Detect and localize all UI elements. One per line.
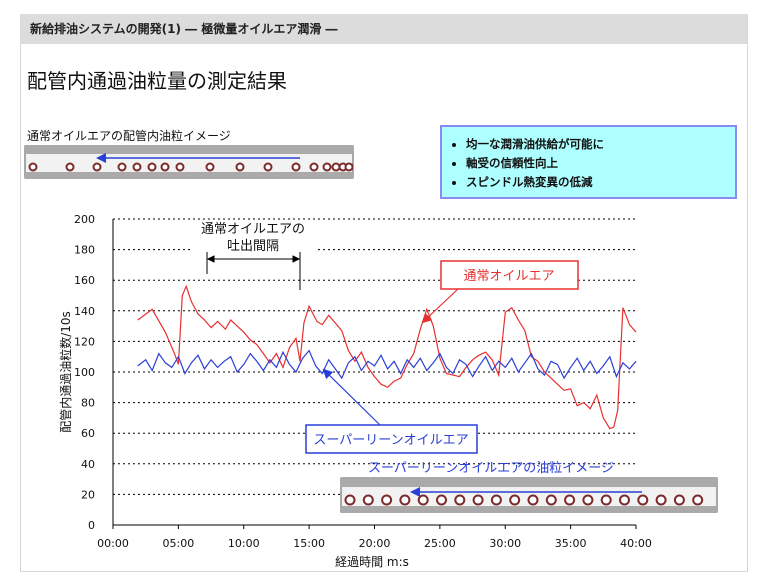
oil-droplet	[692, 494, 704, 506]
oil-droplet	[344, 494, 356, 506]
oil-droplet	[637, 494, 649, 506]
oil-droplet	[362, 494, 374, 506]
oil-droplet	[436, 494, 447, 506]
oil-droplet	[235, 162, 245, 172]
series-line-superlean	[137, 349, 637, 380]
callout-normal-label: 通常オイルエア	[463, 269, 554, 284]
series-line-normal	[137, 284, 637, 430]
callout-superlean-label: スーパーリーンオイルエア	[313, 433, 468, 448]
x-tick-label: 35:00	[555, 537, 587, 550]
oil-droplet	[344, 162, 354, 172]
y-tick-label: 160	[74, 274, 95, 287]
oil-droplet	[309, 162, 319, 172]
oil-droplet	[147, 162, 157, 172]
oil-droplet	[545, 494, 557, 506]
oil-droplet	[322, 162, 332, 172]
bottom-image-caption: スーパーリーンオイルエアの油粒イメージ	[368, 461, 614, 476]
oil-droplet	[399, 494, 411, 506]
benefit-item: 軸受の信頼性向上	[466, 154, 725, 173]
benefit-item: スピンドル熱変異の低減	[466, 173, 725, 192]
oil-droplet	[28, 162, 38, 172]
oil-droplet	[160, 162, 170, 172]
interval-annotation-line2: 吐出間隔	[227, 239, 279, 254]
y-tick-label: 80	[81, 397, 95, 410]
oil-droplet	[490, 494, 502, 506]
x-tick-label: 00:00	[97, 537, 129, 550]
header-title: 新給排油システムの開発(1) ― 極微量オイルエア潤滑 ―	[30, 22, 338, 36]
oil-droplet	[205, 162, 215, 172]
x-tick-label: 20:00	[359, 537, 391, 550]
oil-droplet	[92, 162, 102, 172]
oil-droplet	[619, 494, 630, 506]
benefit-item: 均一な潤滑油供給が可能に	[466, 135, 725, 154]
oil-droplet	[472, 494, 484, 506]
oil-droplet	[655, 494, 667, 506]
oil-droplet	[291, 162, 301, 172]
oil-droplet	[175, 162, 185, 172]
y-tick-label: 100	[74, 366, 95, 379]
bottom-pipe-image	[340, 477, 718, 513]
y-tick-label: 60	[81, 427, 95, 440]
y-tick-label: 180	[74, 244, 95, 257]
oil-droplet	[509, 494, 521, 506]
x-tick-label: 25:00	[424, 537, 456, 550]
benefit-box: 均一な潤滑油供給が可能に 軸受の信頼性向上 スピンドル熱変異の低減	[440, 125, 737, 199]
oil-droplet	[600, 494, 612, 506]
interval-bracket	[206, 252, 301, 290]
oil-droplet	[417, 494, 429, 506]
x-tick-label: 40:00	[620, 537, 652, 550]
oil-droplet	[381, 494, 393, 506]
oil-droplet	[263, 162, 273, 172]
oil-droplet	[117, 162, 127, 172]
interval-annotation-line1: 通常オイルエアの	[201, 222, 305, 237]
y-tick-label: 140	[74, 305, 95, 318]
y-tick-label: 0	[88, 519, 95, 532]
oil-droplet	[454, 494, 466, 506]
x-tick-label: 30:00	[489, 537, 521, 550]
page-title: 配管内通過油粒量の測定結果	[27, 69, 287, 93]
y-tick-label: 40	[81, 458, 95, 471]
x-axis-ticks: 00:00 05:00 10:00 15:00 20:00 25:00 30:00 35:00…	[97, 525, 652, 550]
x-tick-label: 15:00	[293, 537, 325, 550]
header-bar	[20, 14, 747, 44]
x-tick-label: 05:00	[163, 537, 195, 550]
oil-droplet	[582, 494, 594, 506]
top-pipe-image	[24, 145, 354, 179]
oil-droplet	[331, 162, 341, 172]
y-tick-label: 20	[81, 488, 95, 501]
y-tick-label: 120	[74, 335, 95, 348]
top-image-caption: 通常オイルエアの配管内油粒イメージ	[27, 128, 231, 143]
y-axis-ticks: 0 20 40 60 80 100 120 140 160 180 200	[74, 213, 95, 532]
oil-droplet	[527, 494, 539, 506]
callout-superlean: スーパーリーンオイルエア	[305, 368, 478, 454]
oil-droplet	[65, 162, 75, 172]
x-axis-label: 経過時間 m:s	[335, 555, 409, 569]
callout-normal: 通常オイルエア	[421, 260, 579, 324]
benefit-list: 均一な潤滑油供給が可能に 軸受の信頼性向上 スピンドル熱変異の低減	[452, 135, 725, 192]
oil-droplet	[564, 494, 576, 506]
oil-droplet	[673, 494, 685, 506]
y-axis-label: 配管内通過油粒数/10s	[58, 311, 73, 433]
x-tick-label: 10:00	[228, 537, 260, 550]
oil-droplet	[132, 162, 142, 172]
y-tick-label: 200	[74, 213, 95, 226]
